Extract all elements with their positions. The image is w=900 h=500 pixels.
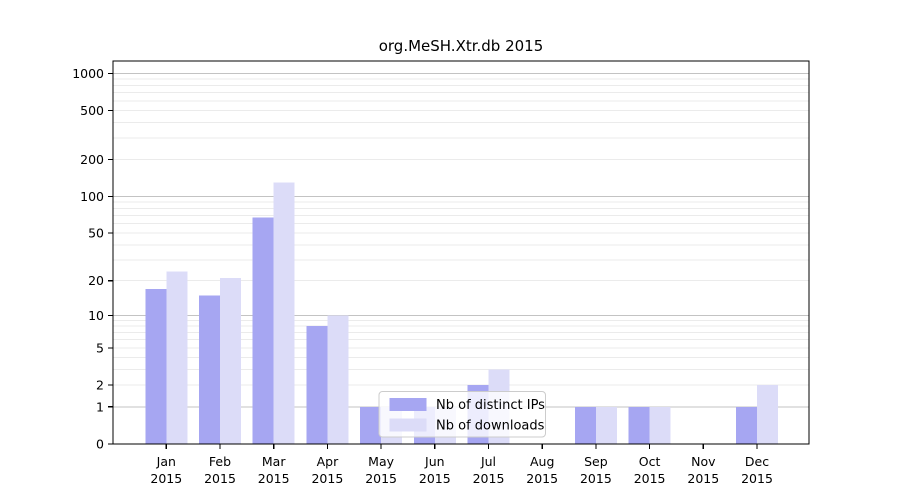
plot-border: [112, 60, 810, 445]
bar-downloads-mar: [273, 182, 295, 444]
bar-downloads-oct: [649, 406, 671, 444]
x-tick-label-year: 2015: [365, 471, 397, 486]
y-tick-label: 500: [80, 103, 104, 118]
y-tick-label: 0: [96, 437, 104, 452]
y-tick-label: 200: [80, 152, 104, 167]
bar-downloads-dec: [757, 385, 778, 444]
x-tick-label-month: Aug: [530, 454, 554, 469]
bar-distinct-ips-may: [360, 406, 382, 444]
x-tick-label-month: Jun: [424, 454, 445, 469]
bar-distinct-ips-apr: [306, 326, 328, 444]
bar-distinct-ips-dec: [736, 406, 757, 444]
bar-distinct-ips-oct: [628, 406, 650, 444]
x-tick-label-year: 2015: [687, 471, 719, 486]
x-tick-label-year: 2015: [741, 471, 773, 486]
bar-distinct-ips-sep: [574, 406, 596, 444]
legend-label-downloads: Nb of downloads: [436, 419, 545, 434]
bar-downloads-feb: [220, 278, 241, 444]
x-tick-label-year: 2015: [258, 471, 290, 486]
x-tick-label-year: 2015: [150, 471, 182, 486]
bar-distinct-ips-jan: [145, 288, 167, 444]
x-tick-label-month: Dec: [745, 454, 769, 469]
legend-label-distinct-ips: Nb of distinct IPs: [436, 398, 545, 413]
x-tick-label-year: 2015: [419, 471, 451, 486]
x-tick-label-year: 2015: [526, 471, 558, 486]
bar-downloads-jan: [166, 271, 188, 444]
x-tick-label-year: 2015: [580, 471, 612, 486]
x-tick-label-year: 2015: [473, 471, 505, 486]
y-tick-label: 1000: [72, 66, 104, 81]
y-tick-label: 5: [96, 340, 104, 355]
x-tick-label-month: Nov: [691, 454, 716, 469]
x-tick-label-year: 2015: [204, 471, 236, 486]
bar-distinct-ips-mar: [252, 217, 274, 444]
y-tick-label: 2: [96, 378, 104, 393]
bar-downloads-sep: [595, 406, 617, 444]
x-tick-label-month: Apr: [317, 454, 339, 469]
bar-downloads-apr: [327, 315, 349, 444]
x-tick-label-month: Oct: [639, 454, 661, 469]
x-tick-label-month: Jan: [156, 454, 176, 469]
x-tick-label-month: May: [368, 454, 394, 469]
y-tick-label: 100: [80, 189, 104, 204]
x-tick-label-month: Mar: [262, 454, 286, 469]
bar-distinct-ips-feb: [199, 295, 220, 444]
y-tick-label: 50: [88, 226, 104, 241]
y-tick-label: 10: [88, 308, 104, 323]
chart-title: org.MeSH.Xtr.db 2015: [378, 37, 544, 55]
x-tick-label-year: 2015: [634, 471, 666, 486]
x-tick-label-year: 2015: [311, 471, 343, 486]
x-tick-label-month: Feb: [209, 454, 231, 469]
y-tick-label: 20: [88, 273, 104, 288]
legend-swatch-distinct-ips: [389, 398, 427, 411]
legend-swatch-downloads: [389, 418, 427, 432]
x-tick-label-month: Jul: [480, 454, 496, 469]
x-tick-label-month: Sep: [584, 454, 608, 469]
y-tick-label: 1: [96, 399, 104, 414]
